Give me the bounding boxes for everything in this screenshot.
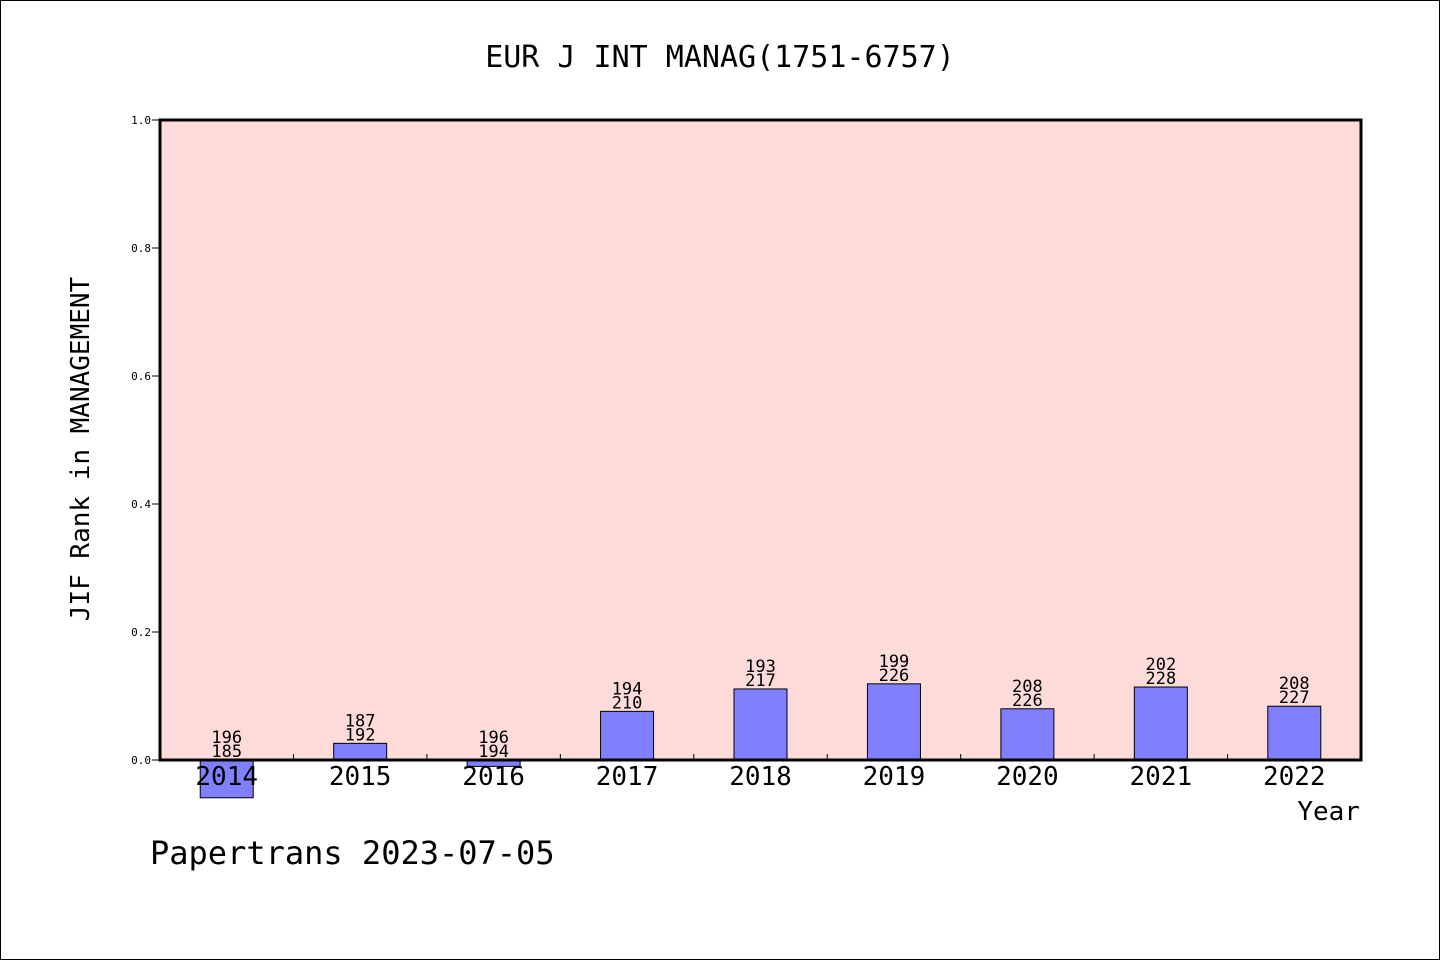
bar-label-bottom: 194 (478, 742, 509, 762)
bar-label-top: 196 (211, 728, 242, 748)
x-tick-label: 2018 (729, 762, 792, 792)
x-axis-label: Year (1297, 797, 1360, 827)
bar-label-bottom: 228 (1145, 669, 1176, 689)
bar-label-bottom: 217 (745, 671, 776, 691)
x-tick-label: 2020 (996, 762, 1059, 792)
bar-2019 (866, 683, 921, 761)
bar-2021 (1133, 686, 1188, 761)
bar-label-top: 193 (745, 657, 776, 677)
x-tick-label: 2014 (195, 762, 258, 792)
x-tick-label: 2015 (329, 762, 392, 792)
bar-2020 (1000, 708, 1055, 761)
x-tick-label: 2017 (596, 762, 659, 792)
bar-label-top: 194 (612, 679, 643, 699)
bars (199, 683, 1322, 799)
y-tick-label: 1.0 (131, 114, 151, 127)
bar-label-top: 199 (879, 652, 910, 672)
bar-2018 (733, 688, 788, 761)
bar-2015 (333, 742, 388, 761)
y-tick-label: 0.8 (131, 242, 151, 255)
x-tick-label: 2021 (1130, 762, 1193, 792)
plot-area (158, 118, 1363, 762)
x-tick-label: 2016 (462, 762, 525, 792)
bar-2017 (600, 710, 655, 761)
y-tick-label: 0.2 (131, 626, 151, 639)
bar-label-bottom: 185 (211, 742, 242, 762)
bar-label-top: 196 (478, 728, 509, 748)
chart-title: EUR J INT MANAG(1751-6757) (485, 40, 955, 75)
bar-label-top: 202 (1145, 655, 1176, 675)
bar-label-top: 208 (1012, 677, 1043, 697)
plot-border (158, 118, 1363, 762)
bar-label-bottom: 192 (345, 725, 376, 745)
bar-2014 (199, 759, 254, 799)
y-axis-ticks: 0.0 0.2 0.4 0.6 0.8 1.0 (131, 114, 160, 767)
bar-label-top: 208 (1279, 674, 1310, 694)
bar-label-top: 187 (345, 711, 376, 731)
x-tick-labels: 2014 2015 2016 2017 2018 2019 2020 2021 2022 (195, 762, 1325, 792)
y-axis-label: JIF Rank in MANAGEMENT (66, 276, 96, 621)
bar-label-bottom: 210 (612, 693, 643, 713)
bar-label-bottom: 226 (879, 666, 910, 686)
footer-credit: Papertrans 2023-07-05 (150, 834, 555, 872)
bar-label-bottom: 227 (1279, 688, 1310, 708)
x-tick-label: 2022 (1263, 762, 1326, 792)
x-tick-label: 2019 (863, 762, 926, 792)
bar-label-bottom: 226 (1012, 691, 1043, 711)
y-tick-label: 0.4 (131, 498, 151, 511)
bar-2022 (1267, 705, 1322, 761)
y-tick-label: 0.0 (131, 754, 151, 767)
y-tick-label: 0.6 (131, 370, 151, 383)
